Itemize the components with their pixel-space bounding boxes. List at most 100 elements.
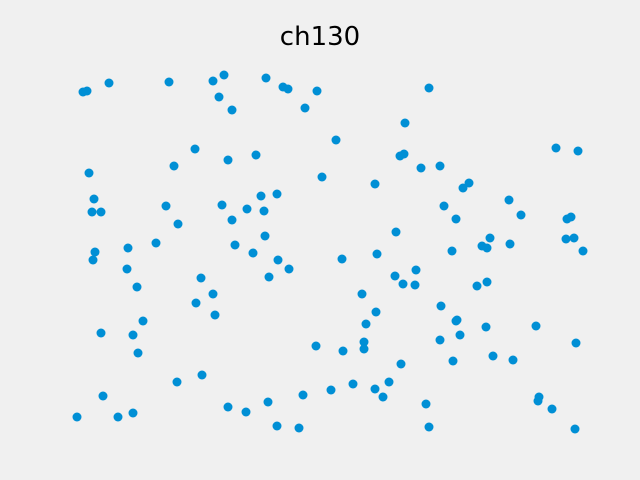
scatter-point-33 [573, 146, 583, 156]
scatter-point-10 [283, 84, 293, 94]
scatter-point-88 [531, 321, 541, 331]
scatter-point-95 [359, 337, 369, 347]
scatter-point-67 [569, 233, 579, 243]
scatter-point-5 [219, 70, 229, 80]
scatter-point-106 [326, 385, 336, 395]
scatter-point-101 [448, 356, 458, 366]
scatter-point-36 [227, 215, 237, 225]
scatter-point-122 [424, 422, 434, 432]
scatter-point-25 [370, 179, 380, 189]
scatter-point-35 [217, 200, 227, 210]
scatter-point-52 [230, 240, 240, 250]
scatter-point-125 [547, 404, 557, 414]
scatter-point-116 [223, 402, 233, 412]
scatter-point-44 [516, 210, 526, 220]
scatter-point-100 [396, 359, 406, 369]
scatter-point-47 [173, 219, 183, 229]
scatter-point-24 [317, 172, 327, 182]
scatter-point-89 [138, 316, 148, 326]
scatter-point-39 [272, 189, 282, 199]
scatter-point-99 [571, 338, 581, 348]
scatter-point-72 [208, 289, 218, 299]
scatter-point-98 [455, 330, 465, 340]
scatter-point-117 [241, 407, 251, 417]
scatter-point-13 [424, 83, 434, 93]
scatter-point-32 [551, 143, 561, 153]
scatter-point-111 [298, 390, 308, 400]
scatter-point-8 [261, 73, 271, 83]
scatter-point-50 [123, 243, 133, 253]
scatter-point-94 [338, 346, 348, 356]
scatter-point-77 [411, 265, 421, 275]
scatter-point-96 [359, 344, 369, 354]
scatter-point-80 [482, 277, 492, 287]
scatter-point-119 [272, 421, 282, 431]
scatter-point-43 [504, 195, 514, 205]
chart-title: ch130 [279, 22, 361, 52]
scatter-point-60 [391, 227, 401, 237]
scatter-point-54 [260, 231, 270, 241]
scatter-point-84 [436, 301, 446, 311]
scatter-point-90 [96, 328, 106, 338]
scatter-point-38 [256, 191, 266, 201]
scatter-point-74 [210, 310, 220, 320]
scatter-point-41 [439, 201, 449, 211]
scatter-point-75 [390, 271, 400, 281]
scatter-point-14 [400, 118, 410, 128]
scatter-point-87 [481, 322, 491, 332]
scatter-point-51 [151, 238, 161, 248]
scatter-point-22 [87, 207, 97, 217]
scatter-point-21 [89, 194, 99, 204]
scatter-point-56 [284, 264, 294, 274]
scatter-point-31 [464, 178, 474, 188]
scatter-point-91 [128, 330, 138, 340]
scatter-point-97 [435, 335, 445, 345]
scatter-point-59 [372, 249, 382, 259]
scatter-point-102 [488, 351, 498, 361]
scatter-point-118 [263, 397, 273, 407]
scatter-point-66 [561, 234, 571, 244]
scatter-point-27 [399, 149, 409, 159]
scatter-point-18 [169, 161, 179, 171]
scatter-point-73 [191, 298, 201, 308]
scatter-point-58 [337, 254, 347, 264]
scatter-point-7 [227, 105, 237, 115]
scatter-point-92 [133, 348, 143, 358]
scatter-point-1 [82, 86, 92, 96]
scatter-point-23 [96, 207, 106, 217]
scatter-point-93 [311, 341, 321, 351]
scatter-point-34 [161, 201, 171, 211]
scatter-point-2 [104, 78, 114, 88]
scatter-point-76 [398, 279, 408, 289]
scatter-point-53 [248, 248, 258, 258]
scatter-point-108 [370, 384, 380, 394]
scatter-point-124 [534, 392, 544, 402]
scatter-point-110 [378, 392, 388, 402]
scatter-point-55 [273, 255, 283, 265]
scatter-point-120 [294, 423, 304, 433]
scatter-point-121 [421, 399, 431, 409]
scatter-point-113 [72, 412, 82, 422]
scatter-point-20 [84, 168, 94, 178]
scatter-point-42 [451, 214, 461, 224]
scatter-point-3 [164, 77, 174, 87]
scatter-point-57 [264, 272, 274, 282]
scatter-point-15 [331, 135, 341, 145]
scatter-point-71 [196, 273, 206, 283]
scatter-point-61 [447, 246, 457, 256]
scatter-point-69 [122, 264, 132, 274]
scatter-point-12 [312, 86, 322, 96]
scatter-point-16 [251, 150, 261, 160]
scatter-point-114 [113, 412, 123, 422]
scatter-point-70 [132, 282, 142, 292]
scatter-point-28 [416, 163, 426, 173]
scatter-point-46 [566, 212, 576, 222]
scatter-point-115 [128, 408, 138, 418]
scatter-point-64 [485, 233, 495, 243]
scatter-point-83 [361, 319, 371, 329]
scatter-point-29 [435, 161, 445, 171]
scatter-point-63 [482, 243, 492, 253]
scatter-point-4 [208, 76, 218, 86]
scatter-point-109 [384, 377, 394, 387]
